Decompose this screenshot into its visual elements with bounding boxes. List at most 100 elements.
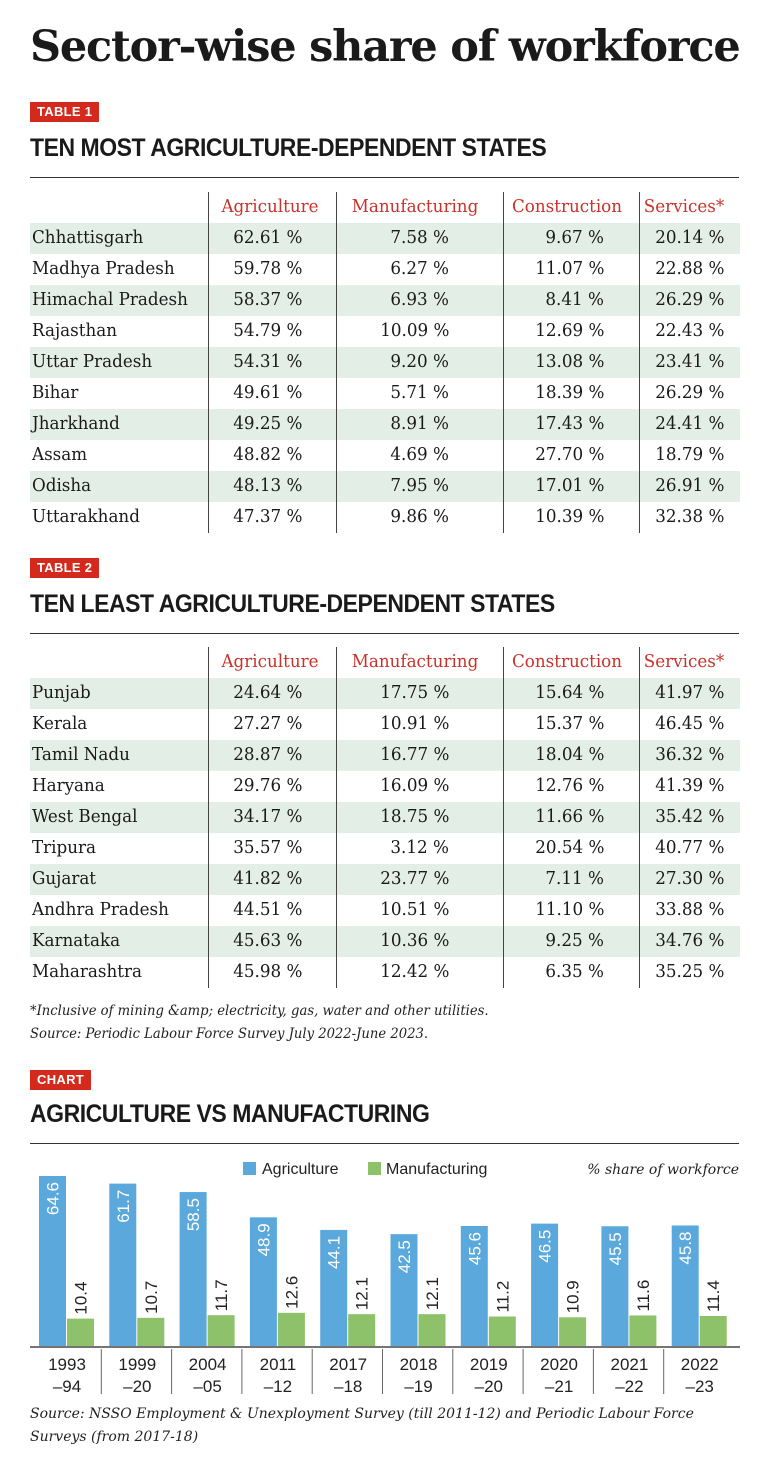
value-cell: 10.51 %	[379, 899, 449, 920]
value-cell: 6.27 %	[390, 258, 449, 279]
unit-note: % share of workforce	[587, 1162, 739, 1178]
chart-heading: AGRICULTURE VS MANUFACTURING	[30, 1100, 430, 1128]
value-cell: 15.64 %	[534, 682, 604, 703]
value-cell: 11.66 %	[534, 806, 604, 827]
value-cell: 24.41 %	[654, 413, 724, 434]
column-divider	[208, 192, 209, 533]
value-cell: 17.01 %	[534, 475, 604, 496]
value-cell: 45.98 %	[232, 961, 302, 982]
bar-agriculture	[179, 1192, 207, 1346]
value-cell: 9.86 %	[390, 506, 449, 527]
value-cell: 3.12 %	[390, 837, 449, 858]
state-name: West Bengal	[32, 806, 138, 827]
value-cell: 8.41 %	[545, 289, 604, 310]
legend-label-manufacturing: Manufacturing	[386, 1161, 487, 1178]
state-name: Gujarat	[32, 868, 97, 889]
table-row: Madhya Pradesh 59.78 % 6.27 % 11.07 % 22.88 …	[30, 254, 740, 285]
value-cell: 54.79 %	[232, 320, 302, 341]
x-tick-label-year: 2011	[260, 1355, 297, 1374]
data-label-agriculture: 58.5	[184, 1198, 203, 1231]
bar-agriculture	[320, 1229, 348, 1346]
bar-manufacturing	[137, 1317, 165, 1346]
value-cell: 8.91 %	[390, 413, 449, 434]
value-cell: 40.77 %	[654, 837, 724, 858]
bar-agriculture	[460, 1226, 488, 1346]
table-header-row: Agriculture Manufacturing Construction Serv…	[30, 647, 740, 678]
column-header: Agriculture	[221, 196, 319, 217]
table-row: Assam 48.82 % 4.69 % 27.70 % 18.79 %	[30, 440, 740, 471]
table-notes: *Inclusive of mining &amp; electricity, …	[30, 1000, 489, 1046]
state-name: Tripura	[32, 837, 97, 858]
data-label-agriculture: 44.1	[325, 1236, 344, 1269]
value-cell: 9.25 %	[545, 930, 604, 951]
value-cell: 10.36 %	[379, 930, 449, 951]
state-name: Karnataka	[32, 930, 121, 951]
x-tick-label-suffix: –22	[615, 1377, 643, 1396]
x-tick-label-year: 2018	[400, 1355, 438, 1374]
column-divider	[336, 192, 337, 533]
data-label-agriculture: 46.5	[536, 1230, 555, 1263]
data-label-manufacturing: 11.4	[704, 1280, 723, 1312]
value-cell: 59.78 %	[232, 258, 302, 279]
data-label-manufacturing: 11.7	[212, 1279, 231, 1311]
table2-heading: TEN LEAST AGRICULTURE-DEPENDENT STATES	[30, 590, 555, 618]
table-row: West Bengal 34.17 % 18.75 % 11.66 % 35.42 %	[30, 802, 740, 833]
table-row: Gujarat 41.82 % 23.77 % 7.11 % 27.30 %	[30, 864, 740, 895]
bar-agriculture	[109, 1183, 137, 1346]
page-title: Sector-wise share of workforce	[30, 22, 741, 72]
x-tick-label-suffix: –18	[334, 1377, 362, 1396]
state-name: Chhattisgarh	[32, 227, 144, 248]
value-cell: 27.30 %	[654, 868, 724, 889]
value-cell: 9.20 %	[390, 351, 449, 372]
bar-agriculture	[531, 1223, 559, 1346]
column-header: Services*	[643, 651, 725, 672]
value-cell: 26.91 %	[654, 475, 724, 496]
value-cell: 18.04 %	[534, 744, 604, 765]
table-row: Bihar 49.61 % 5.71 % 18.39 % 26.29 %	[30, 378, 740, 409]
table1-rule	[30, 177, 739, 178]
state-name: Madhya Pradesh	[32, 258, 175, 279]
value-cell: 26.29 %	[654, 382, 724, 403]
data-label-agriculture: 48.9	[254, 1223, 273, 1256]
value-cell: 29.76 %	[232, 775, 302, 796]
value-cell: 32.38 %	[654, 506, 724, 527]
state-name: Haryana	[32, 775, 105, 796]
table1-heading: TEN MOST AGRICULTURE-DEPENDENT STATES	[30, 134, 547, 162]
footnote: *Inclusive of mining &amp; electricity, …	[30, 1003, 489, 1019]
column-divider	[639, 192, 640, 533]
value-cell: 18.75 %	[379, 806, 449, 827]
state-name: Andhra Pradesh	[32, 899, 169, 920]
value-cell: 36.32 %	[654, 744, 724, 765]
x-tick-label-suffix: –94	[53, 1377, 81, 1396]
table-row: Chhattisgarh 62.61 % 7.58 % 9.67 % 20.14 %	[30, 223, 740, 254]
column-divider	[208, 647, 209, 988]
bar-manufacturing	[348, 1314, 376, 1346]
state-name: Bihar	[32, 382, 79, 403]
value-cell: 17.43 %	[534, 413, 604, 434]
x-tick-label-year: 2019	[470, 1355, 508, 1374]
x-tick-label-year: 2017	[329, 1355, 367, 1374]
value-cell: 41.97 %	[654, 682, 724, 703]
value-cell: 22.43 %	[654, 320, 724, 341]
column-header: Construction	[511, 651, 623, 672]
value-cell: 35.42 %	[654, 806, 724, 827]
value-cell: 48.13 %	[232, 475, 302, 496]
column-divider	[503, 647, 504, 988]
value-cell: 18.39 %	[534, 382, 604, 403]
value-cell: 9.67 %	[545, 227, 604, 248]
value-cell: 7.95 %	[390, 475, 449, 496]
bar-manufacturing	[629, 1315, 657, 1346]
value-cell: 48.82 %	[232, 444, 302, 465]
x-tick-label-suffix: –20	[123, 1377, 151, 1396]
value-cell: 49.61 %	[232, 382, 302, 403]
bar-manufacturing	[277, 1312, 305, 1346]
value-cell: 35.57 %	[232, 837, 302, 858]
value-cell: 20.54 %	[534, 837, 604, 858]
value-cell: 20.14 %	[654, 227, 724, 248]
data-label-manufacturing: 10.9	[564, 1280, 583, 1313]
value-cell: 12.42 %	[379, 961, 449, 982]
column-divider	[336, 647, 337, 988]
value-cell: 46.45 %	[654, 713, 724, 734]
data-label-manufacturing: 10.4	[72, 1282, 91, 1315]
x-tick-label-suffix: –20	[475, 1377, 503, 1396]
